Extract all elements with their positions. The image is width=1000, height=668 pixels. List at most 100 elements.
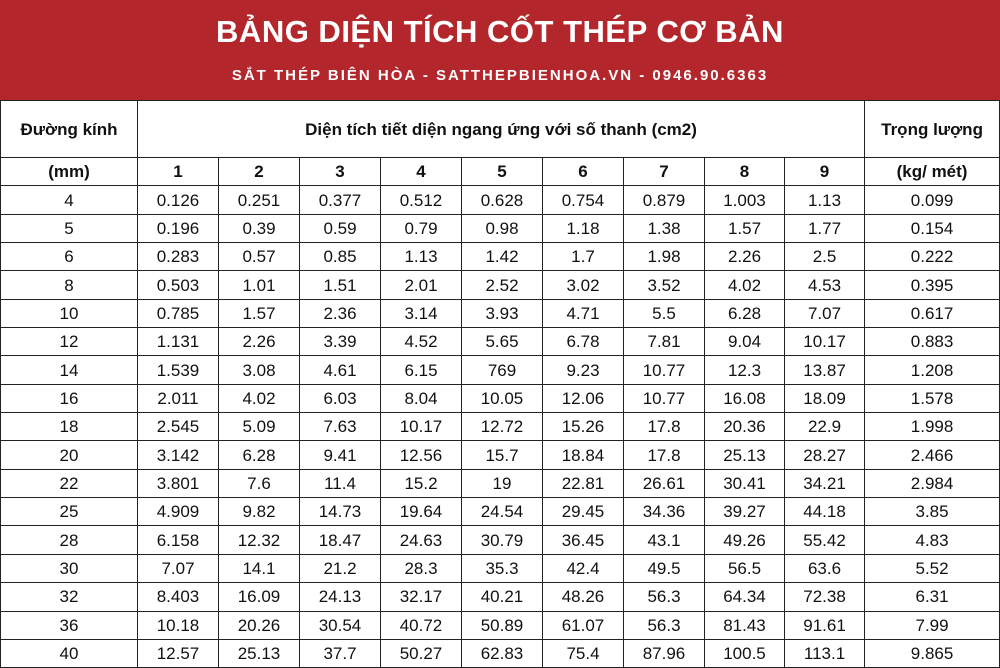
value-cell: 40.21 — [461, 582, 543, 612]
value-cell: 5.09 — [218, 412, 300, 442]
table-row: 30 7.07 14.1 21.2 28.3 35.3 42.4 49.5 56.5 63.6 5.… — [0, 553, 1000, 584]
value-cell: 1.7 — [542, 242, 624, 272]
value-cell: 35.3 — [461, 553, 543, 584]
table-row: 36 10.18 20.26 30.54 40.72 50.89 61.07 56.3 81.4… — [0, 610, 1000, 640]
value-cell: 14.73 — [299, 497, 381, 527]
value-cell: 10.17 — [783, 327, 866, 357]
diameter-cell: 22 — [0, 468, 138, 499]
value-cell: 50.89 — [461, 610, 543, 640]
value-cell: 6.03 — [299, 383, 381, 414]
value-cell: 8.403 — [137, 582, 219, 612]
table-row: 10 0.785 1.57 2.36 3.14 3.93 4.71 5.5 6.28 7.07 0.… — [0, 298, 1000, 329]
table-row: 5 0.196 0.39 0.59 0.79 0.98 1.18 1.38 1.57 1.77 0.… — [0, 213, 1000, 244]
diameter-cell: 18 — [0, 412, 138, 442]
value-cell: 769 — [461, 355, 543, 385]
table-row: 8 0.503 1.01 1.51 2.01 2.52 3.02 3.52 4.02 4.53 0.… — [0, 270, 1000, 300]
value-cell: 10.77 — [623, 355, 705, 385]
value-cell: 3.08 — [218, 355, 300, 385]
value-cell: 3.52 — [623, 270, 705, 300]
value-cell: 12.06 — [542, 383, 624, 414]
header-cell: 2 — [218, 156, 300, 187]
value-cell: 30.79 — [461, 525, 543, 555]
value-cell: 18.84 — [542, 440, 624, 470]
value-cell: 24.63 — [380, 525, 462, 555]
value-cell: 8.04 — [380, 383, 462, 414]
value-cell: 3.02 — [542, 270, 624, 300]
value-cell: 24.13 — [299, 582, 381, 612]
value-cell: 2.26 — [218, 327, 300, 357]
value-cell: 72.38 — [783, 582, 866, 612]
value-cell: 2.36 — [299, 298, 381, 329]
value-cell: 1.77 — [783, 213, 866, 244]
table-row: (mm) 1 2 3 4 5 6 7 8 9 (kg/ mét) — [0, 156, 1000, 187]
value-cell: 9.41 — [299, 440, 381, 470]
value-cell: 0.57 — [218, 242, 300, 272]
value-cell: 0.503 — [137, 270, 219, 300]
value-cell: 1.51 — [299, 270, 381, 300]
diameter-cell: 36 — [0, 610, 138, 640]
value-cell: 25.13 — [218, 638, 300, 668]
value-cell: 50.27 — [380, 638, 462, 668]
value-cell: 61.07 — [542, 610, 624, 640]
value-cell: 1.13 — [380, 242, 462, 272]
value-cell: 2.01 — [380, 270, 462, 300]
value-cell: 64.34 — [704, 582, 785, 612]
value-cell: 0.099 — [864, 185, 1000, 215]
value-cell: 16.08 — [704, 383, 785, 414]
value-cell: 10.77 — [623, 383, 705, 414]
value-cell: 7.63 — [299, 412, 381, 442]
table-row: Đường kính Diện tích tiết diện ngang ứng … — [0, 100, 1000, 158]
header-cell: 6 — [542, 156, 624, 187]
value-cell: 0.154 — [864, 213, 1000, 244]
header-cell: Diện tích tiết diện ngang ứng với số tha… — [136, 100, 866, 158]
value-cell: 11.4 — [299, 468, 381, 499]
value-cell: 19.64 — [380, 497, 462, 527]
value-cell: 12.3 — [704, 355, 785, 385]
value-cell: 1.131 — [137, 327, 219, 357]
table-row: 22 3.801 7.6 11.4 15.2 19 22.81 26.61 30.41 34.21… — [0, 468, 1000, 499]
value-cell: 0.283 — [137, 242, 219, 272]
title: BẢNG DIỆN TÍCH CỐT THÉP CƠ BẢN — [216, 14, 784, 49]
value-cell: 56.3 — [623, 610, 705, 640]
value-cell: 13.87 — [783, 355, 866, 385]
value-cell: 34.36 — [623, 497, 705, 527]
subtitle: SẮT THÉP BIÊN HÒA - SATTHEPBIENHOA.VN - … — [231, 67, 769, 84]
value-cell: 0.785 — [137, 298, 219, 329]
diameter-cell: 32 — [0, 582, 138, 612]
diameter-cell: 25 — [0, 497, 138, 527]
table-row: 32 8.403 16.09 24.13 32.17 40.21 48.26 56.3 64.3… — [0, 582, 1000, 612]
value-cell: 0.377 — [299, 185, 381, 215]
value-cell: 36.45 — [542, 525, 624, 555]
value-cell: 10.17 — [380, 412, 462, 442]
value-cell: 5.65 — [461, 327, 543, 357]
value-cell: 9.865 — [864, 638, 1000, 668]
header-cell: Đường kính — [0, 100, 138, 158]
diameter-cell: 20 — [0, 440, 138, 470]
value-cell: 6.15 — [380, 355, 462, 385]
value-cell: 12.57 — [137, 638, 219, 668]
header-cell: 8 — [704, 156, 785, 187]
value-cell: 56.5 — [704, 553, 785, 584]
value-cell: 30.54 — [299, 610, 381, 640]
value-cell: 49.5 — [623, 553, 705, 584]
value-cell: 0.512 — [380, 185, 462, 215]
value-cell: 6.28 — [218, 440, 300, 470]
header-cell: 3 — [299, 156, 381, 187]
value-cell: 0.85 — [299, 242, 381, 272]
value-cell: 3.801 — [137, 468, 219, 499]
header-cell: 7 — [623, 156, 705, 187]
value-cell: 91.61 — [783, 610, 866, 640]
value-cell: 62.83 — [461, 638, 543, 668]
table-row: 12 1.131 2.26 3.39 4.52 5.65 6.78 7.81 9.04 10.17… — [0, 327, 1000, 357]
banner: BẢNG DIỆN TÍCH CỐT THÉP CƠ BẢN SẮT THÉP … — [0, 0, 1000, 100]
value-cell: 7.6 — [218, 468, 300, 499]
value-cell: 1.57 — [218, 298, 300, 329]
diameter-cell: 10 — [0, 298, 138, 329]
value-cell: 34.21 — [783, 468, 866, 499]
value-cell: 43.1 — [623, 525, 705, 555]
value-cell: 9.04 — [704, 327, 785, 357]
value-cell: 2.5 — [783, 242, 866, 272]
value-cell: 0.754 — [542, 185, 624, 215]
value-cell: 18.47 — [299, 525, 381, 555]
